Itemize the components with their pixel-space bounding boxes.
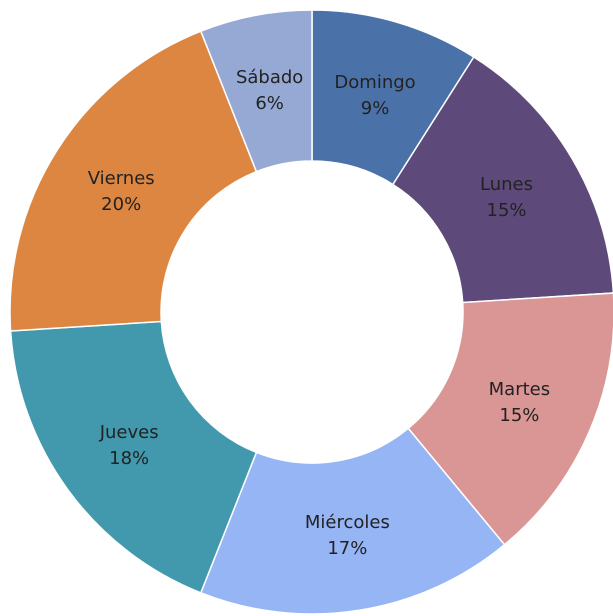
slice <box>199 9 313 173</box>
slice-label: Jueves <box>99 422 159 443</box>
slice-value-label: 9% <box>361 98 390 119</box>
slice-label: Lunes <box>480 174 533 195</box>
slice-value-label: 15% <box>487 200 527 221</box>
slice-value-label: 6% <box>255 93 284 114</box>
slice <box>391 55 613 304</box>
slice <box>199 427 506 615</box>
slice-label: Viernes <box>88 168 155 189</box>
slice <box>407 292 613 546</box>
slice-label: Domingo <box>334 72 415 93</box>
slice-value-label: 18% <box>109 448 149 469</box>
slice <box>9 320 258 594</box>
slice-value-label: 17% <box>327 538 367 559</box>
slice-label: Sábado <box>236 67 303 88</box>
slice-value-label: 20% <box>101 194 141 215</box>
slice-label: Martes <box>489 379 550 400</box>
slice-value-label: 15% <box>499 405 539 426</box>
slice-label: Miércoles <box>305 512 390 533</box>
slice <box>9 30 258 332</box>
